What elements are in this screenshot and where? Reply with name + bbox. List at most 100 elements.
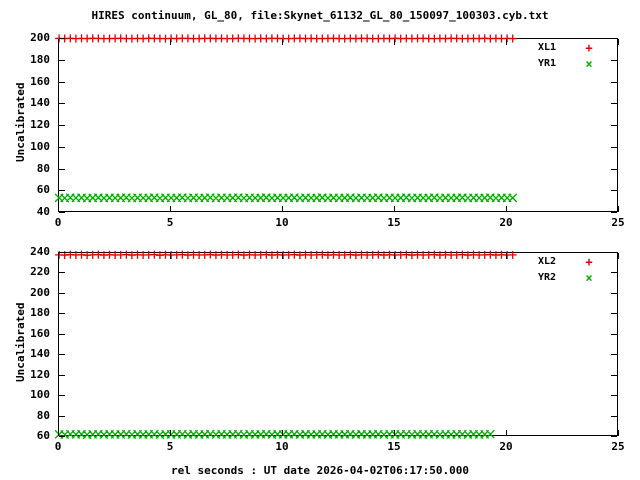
y-tick-mark-right-bottom-180 [611,313,617,314]
series-xl2 [55,250,517,260]
y-tick-label-top-160: 160 [30,74,50,88]
series-yr2 [54,429,495,440]
x-tick-mark-top-15 [394,206,395,212]
x-tick-mark-top-bottom-15 [394,253,395,259]
x-tick-label-bottom-15: 15 [387,440,401,453]
x-tick-mark-top-top-20 [506,39,507,45]
legend-marker-plus-icon: + [585,41,593,55]
y-tick-label-top-100: 100 [30,139,50,153]
y-tick-mark-right-bottom-200 [611,293,617,294]
y-tick-mark-bottom-120 [59,375,65,376]
x-tick-label-top-20: 20 [499,216,513,229]
y-tick-mark-bottom-80 [59,416,65,417]
data-series-layer-top [54,34,518,203]
y-tick-mark-bottom-220 [59,272,65,273]
x-tick-mark-top-5 [170,206,171,212]
y-tick-mark-right-top-160 [611,82,617,83]
x-tick-label-top-0: 0 [54,216,62,229]
legend-marker-cross-icon: × [585,271,593,285]
y-tick-mark-right-top-100 [611,147,617,148]
x-tick-label-top-10: 10 [275,216,289,229]
y-tick-mark-right-bottom-120 [611,375,617,376]
legend-label-yr1: YR1 [538,58,557,69]
y-tick-label-bottom-220: 220 [30,265,50,279]
x-tick-label-bottom-0: 0 [54,440,62,453]
x-tick-mark-bottom-10 [282,430,283,436]
y-tick-mark-right-bottom-220 [611,272,617,273]
series-yr1 [54,193,518,203]
x-tick-mark-top-bottom-5 [170,253,171,259]
legend-label-xl2: XL2 [538,256,557,267]
x-tick-label-bottom-5: 5 [166,440,174,453]
y-tick-mark-top-140 [59,103,65,104]
y-tick-label-top-60: 60 [36,183,50,197]
y-tick-mark-right-top-80 [611,169,617,170]
y-tick-label-top-180: 180 [30,52,50,66]
x-tick-label-bottom-10: 10 [275,440,289,453]
x-tick-mark-top-top-10 [282,39,283,45]
x-tick-label-bottom-25: 25 [611,440,625,453]
y-tick-mark-right-top-140 [611,103,617,104]
legend-label-yr2: YR2 [538,272,557,283]
y-tick-mark-top-120 [59,125,65,126]
y-tick-mark-bottom-160 [59,334,65,335]
legend-marker-plus-icon: + [585,255,593,269]
y-tick-mark-right-top-60 [611,190,617,191]
x-tick-mark-top-bottom-25 [618,253,619,259]
y-tick-mark-bottom-240 [59,252,65,253]
y-tick-mark-right-bottom-240 [611,252,617,253]
y-tick-mark-top-40 [59,212,65,213]
x-tick-mark-top-20 [506,206,507,212]
x-tick-mark-top-bottom-20 [506,253,507,259]
x-tick-label-top-15: 15 [387,216,401,229]
legend-label-xl1: XL1 [538,42,557,53]
y-tick-label-top-120: 120 [30,118,50,131]
series-xl1 [55,34,517,43]
x-tick-mark-top-bottom-10 [282,253,283,259]
page-title: HIRES continuum, GL_80, file:Skynet_6113… [91,9,549,22]
y-tick-mark-right-top-180 [611,60,617,61]
y-tick-label-top-40: 40 [36,205,50,218]
x-tick-mark-top-top-15 [394,39,395,45]
legend-top: XL1 + YR1 × [538,42,638,76]
x-tick-mark-bottom-15 [394,430,395,436]
x-tick-mark-top-10 [282,206,283,212]
x-tick-mark-bottom-25 [618,430,619,436]
y-tick-mark-right-bottom-80 [611,416,617,417]
y-tick-mark-top-160 [59,82,65,83]
x-tick-mark-top-top-25 [618,39,619,45]
x-tick-label-top-25: 25 [611,216,625,229]
x-tick-mark-bottom-5 [170,430,171,436]
x-tick-mark-bottom-20 [506,430,507,436]
y-tick-label-top-140: 140 [30,96,50,110]
y-tick-mark-bottom-140 [59,354,65,355]
y-axis-label-bottom: Uncalibrated [14,302,27,382]
y-tick-label-bottom-180: 180 [30,306,50,320]
plot-panel-top [54,34,618,212]
y-tick-label-bottom-60: 60 [36,429,50,442]
y-tick-mark-right-bottom-160 [611,334,617,335]
y-tick-label-top-200: 200 [30,31,50,44]
x-axis-label: rel seconds : UT date 2026-04-02T06:17:5… [170,464,469,477]
data-series-layer-bottom [54,250,517,440]
y-tick-label-bottom-240: 240 [30,245,50,258]
y-tick-mark-right-top-200 [611,38,617,39]
y-tick-label-top-80: 80 [36,161,50,175]
y-tick-mark-right-bottom-140 [611,354,617,355]
y-tick-label-bottom-200: 200 [30,285,50,299]
y-tick-mark-bottom-60 [59,436,65,437]
y-tick-mark-right-bottom-100 [611,395,617,396]
y-tick-mark-bottom-180 [59,313,65,314]
y-tick-label-bottom-80: 80 [36,408,50,422]
y-tick-label-bottom-100: 100 [30,388,50,402]
y-tick-label-bottom-120: 120 [30,367,50,381]
y-tick-mark-right-bottom-60 [611,436,617,437]
y-tick-mark-bottom-200 [59,293,65,294]
y-tick-mark-top-200 [59,38,65,39]
x-tick-mark-top-top-5 [170,39,171,45]
y-tick-mark-top-60 [59,190,65,191]
y-tick-mark-right-top-120 [611,125,617,126]
x-tick-label-bottom-20: 20 [499,440,513,453]
y-tick-label-bottom-160: 160 [30,326,50,340]
